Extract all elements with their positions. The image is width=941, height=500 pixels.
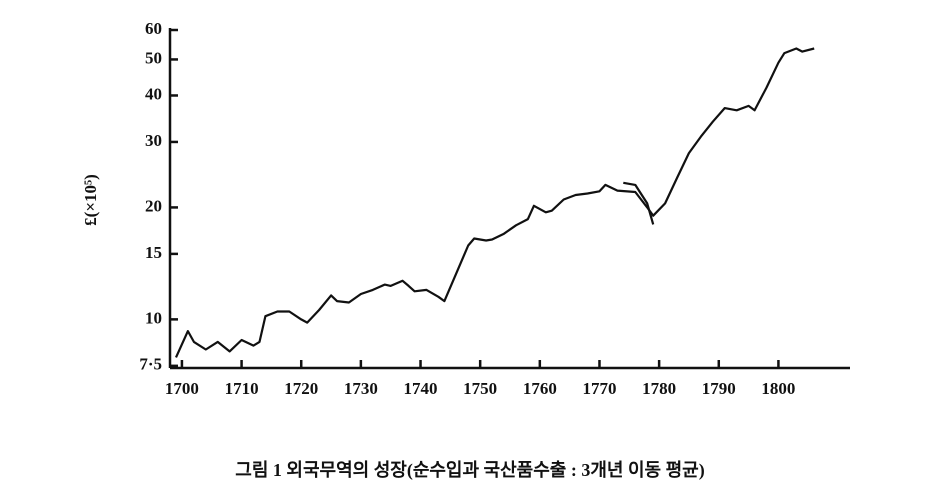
y-tick-label: 30 — [145, 131, 162, 150]
y-tick-label: 50 — [145, 48, 162, 67]
x-tick-label: 1730 — [344, 379, 378, 398]
data-line — [623, 181, 655, 225]
x-tick-label: 1760 — [523, 379, 557, 398]
x-tick-label: 1750 — [463, 379, 497, 398]
x-tick-label: 1770 — [582, 379, 616, 398]
y-tick-label: 20 — [145, 196, 162, 215]
x-tick-label: 1700 — [165, 379, 199, 398]
y-tick-label: 7·5 — [139, 355, 162, 374]
x-tick-label: 1710 — [225, 379, 259, 398]
y-tick-label: 60 — [145, 19, 162, 38]
x-tick-label: 1790 — [702, 379, 736, 398]
y-tick-label: 15 — [145, 243, 162, 262]
x-tick-label: 1720 — [284, 379, 318, 398]
y-axis-label: £(×10⁵) — [81, 174, 100, 226]
caption: 그림 1 외국무역의 성장(순수입과 국산품수출 : 3개년 이동 평균) — [235, 459, 704, 481]
data-line — [174, 47, 815, 358]
x-tick-label: 1780 — [642, 379, 676, 398]
y-tick-label: 10 — [145, 308, 162, 327]
x-tick-label: 1800 — [761, 379, 795, 398]
y-tick-label: 40 — [145, 84, 162, 103]
x-tick-label: 1740 — [404, 379, 438, 398]
